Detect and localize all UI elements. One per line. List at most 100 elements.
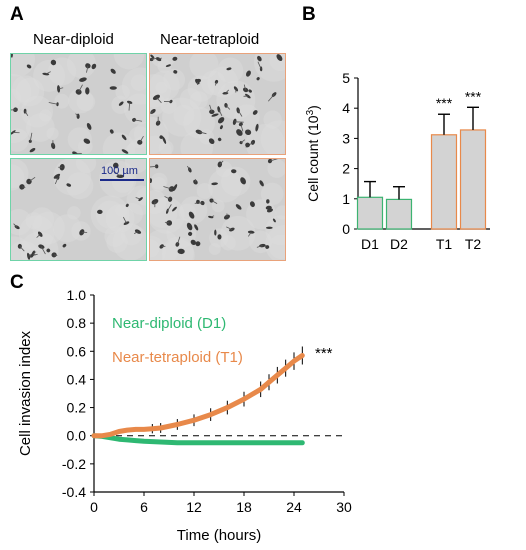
cell-protrusion [139,135,144,143]
cell [252,110,258,115]
cell [217,117,225,124]
x-tick-label: D2 [390,236,408,252]
significance-marker: *** [436,95,453,111]
micrograph-diploid-bottom [10,158,147,261]
micrograph-texture [155,81,168,94]
cell [255,123,259,132]
cell [186,222,193,231]
cell-protrusion [269,159,278,162]
cell [38,244,45,249]
cell [194,224,199,231]
cell-protrusion [133,231,139,234]
cell [166,220,173,226]
cell [236,129,243,136]
x-tick-label: 24 [286,499,302,515]
y-tick-label: 3 [342,130,350,146]
cell-protrusion [28,177,36,182]
y-tick-label: 0.0 [67,428,87,444]
cell-protrusion [167,204,172,212]
y-tick-label: 0.4 [67,371,87,387]
y-tick-label: 1 [342,191,350,207]
cell-protrusion [164,196,171,200]
micrograph-texture [151,176,167,192]
cell-protrusion [198,131,207,135]
cell-protrusion [134,119,143,122]
cell [151,199,159,205]
cell [121,149,129,154]
x-axis-label: Time (hours) [177,527,261,544]
micrograph-image [11,159,146,260]
cell [113,162,119,169]
cell-protrusion [58,87,64,90]
y-tick-label: -0.4 [62,484,86,500]
x-tick-label: 0 [90,499,98,515]
micrograph-texture [136,187,146,206]
micrograph-texture [66,172,94,200]
cell-protrusion [267,94,275,102]
cell-protrusion [176,236,181,245]
cell-protrusion [36,233,41,238]
cell-protrusion [150,111,154,114]
cell-protrusion [158,57,162,60]
cell-protrusion [210,215,215,218]
y-axis-label: Cell invasion index [17,330,34,456]
significance-marker: *** [465,88,482,104]
line-chart-invasion-index: -0.4 -0.2 0.0 0.2 0.4 0.6 0.8 1.0 0 6 12 18 24 30 Near… [17,287,352,544]
cell-protrusion [156,97,162,104]
cell [249,201,255,208]
micrograph-texture [220,215,256,251]
y-tick-label: 5 [342,70,350,86]
cell-protrusion [150,180,151,183]
cell [265,226,273,229]
cell [235,204,242,210]
legend-entry: Near-diploid (D1) [112,315,226,332]
cell [159,244,164,249]
cell [211,113,219,117]
cell [150,54,155,59]
micrograph-texture [150,197,185,234]
cell [267,159,273,164]
micrograph-texture [11,54,36,77]
micrograph-texture [105,204,135,233]
cell [195,129,203,135]
micrograph-texture [67,206,81,220]
cell [219,125,223,130]
cell-protrusion [150,165,157,168]
cell [57,85,61,93]
y-axis-label-suffix: ) [305,105,321,110]
micrograph-texture [245,123,285,154]
cell [26,64,32,69]
cell [266,199,270,204]
cell-protrusion [75,113,79,117]
cell [265,245,270,249]
cell-protrusion [219,160,224,165]
cell [188,211,195,219]
micrograph-texture [39,109,52,122]
cell [265,205,272,210]
cell [159,135,163,139]
cell-protrusion [19,246,25,252]
y-tick-label: 0.2 [67,400,87,416]
cell-protrusion [54,254,58,257]
panel-c-letter: C [10,272,24,293]
cell [172,184,178,192]
cell [217,137,222,142]
cell-protrusion [41,246,46,255]
x-tick-label: D1 [361,236,379,252]
cell-protrusion [122,216,127,224]
x-tick-label: 18 [236,499,252,515]
cell [240,177,246,185]
cell [177,248,185,255]
y-tick-label: -0.2 [62,456,86,472]
y-axis-label: Cell count (103) [305,105,321,202]
cell [109,129,114,134]
cell [214,229,217,236]
cell [217,234,222,240]
significance-marker: *** [315,345,333,362]
cell-protrusion [215,81,217,86]
micrograph-texture [265,224,285,260]
micrograph-texture [260,182,284,206]
cell [110,68,116,74]
y-tick-label: 0.8 [67,315,87,331]
micrograph-image [11,54,146,154]
